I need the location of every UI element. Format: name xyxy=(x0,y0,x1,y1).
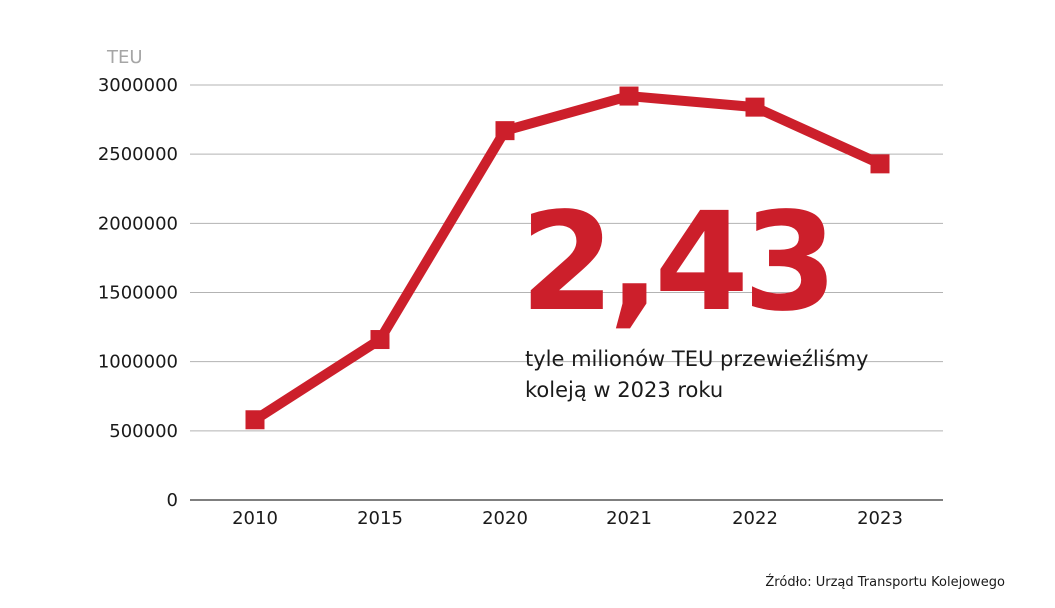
highlight-caption: tyle milionów TEU przewieźliśmy koleją w… xyxy=(525,344,925,406)
highlight-value: 2,43 xyxy=(520,184,838,342)
y-axis-unit-label: TEU xyxy=(106,47,143,68)
y-tick-label: 1000000 xyxy=(98,352,178,373)
series-line xyxy=(252,91,883,424)
y-tick-label: 3000000 xyxy=(98,75,178,96)
data-point-marker xyxy=(619,86,639,106)
data-point-marker xyxy=(745,97,765,117)
x-tick-label: 2015 xyxy=(357,508,403,529)
caption-line-2: koleją w 2023 roku xyxy=(525,378,724,402)
y-tick-label: 1500000 xyxy=(98,283,178,304)
y-axis-tick-labels: 0 500000 1000000 1500000 2000000 2500000 30000… xyxy=(98,75,178,511)
data-point-marker xyxy=(495,121,515,141)
x-tick-label: 2020 xyxy=(482,508,528,529)
x-tick-label: 2023 xyxy=(857,508,903,529)
x-tick-label: 2021 xyxy=(606,508,652,529)
y-tick-label: 500000 xyxy=(109,421,178,442)
data-point-marker xyxy=(870,154,890,174)
chart-grid xyxy=(190,84,943,432)
data-point-marker xyxy=(245,410,265,430)
chart-series xyxy=(245,86,890,430)
source-note: Źródło: Urząd Transportu Kolejowego xyxy=(765,575,1005,590)
y-tick-label: 0 xyxy=(167,490,178,511)
x-tick-label: 2010 xyxy=(232,508,278,529)
data-point-marker xyxy=(370,330,390,350)
x-tick-label: 2022 xyxy=(732,508,778,529)
x-axis-tick-labels: 2010 2015 2020 2021 2022 2023 xyxy=(232,508,903,529)
y-tick-label: 2000000 xyxy=(98,213,178,234)
caption-line-1: tyle milionów TEU przewieźliśmy xyxy=(525,347,869,371)
y-tick-label: 2500000 xyxy=(98,144,178,165)
